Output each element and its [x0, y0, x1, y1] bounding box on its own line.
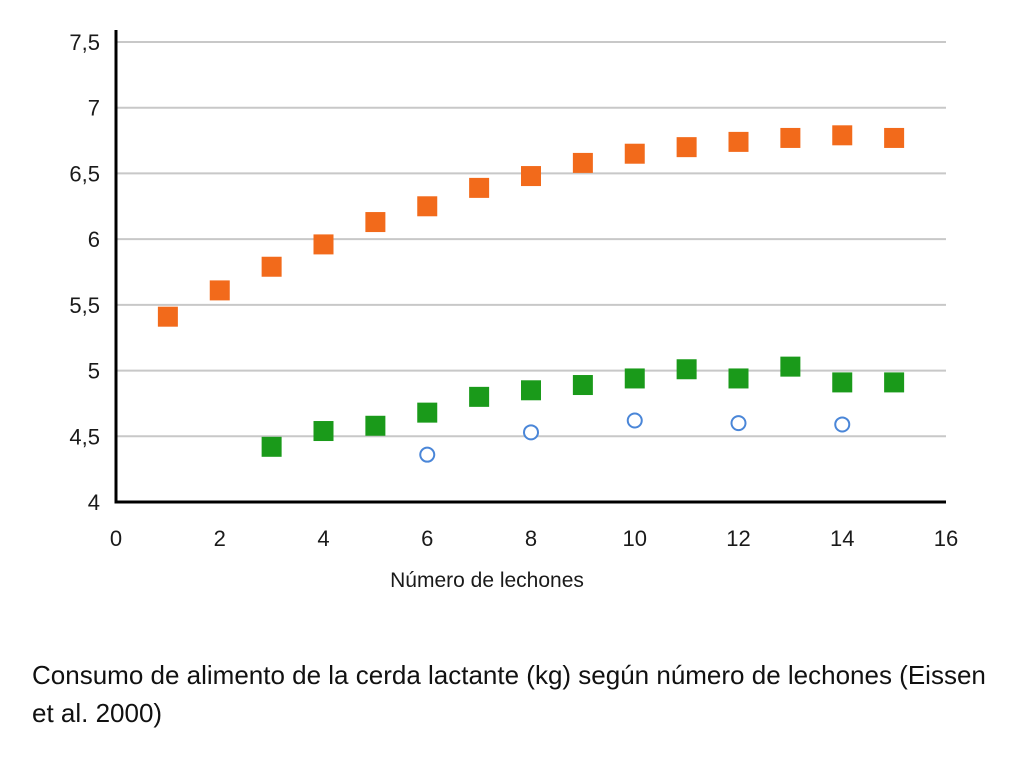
- series-1-point: [157, 306, 178, 327]
- series-2-point: [780, 356, 801, 377]
- y-tick-label: 6: [88, 227, 100, 252]
- y-tick-label: 5,5: [69, 293, 100, 318]
- x-tick-label: 8: [525, 526, 537, 551]
- x-tick-label: 6: [421, 526, 433, 551]
- series-1-point: [313, 234, 334, 255]
- series-1-point: [832, 125, 853, 146]
- series-1-point: [728, 131, 749, 152]
- series-3-point: [523, 424, 539, 441]
- series-2-point: [624, 368, 645, 389]
- series-2-point: [469, 386, 490, 407]
- y-tick-labels: 4 4,5 5 5,5 6 6,5 7 7,5: [69, 30, 100, 515]
- series-2-point: [884, 372, 905, 393]
- x-tick-label: 12: [726, 526, 750, 551]
- series-1-point: [469, 177, 490, 198]
- series-1-point: [209, 280, 230, 301]
- series-2-point: [313, 421, 334, 442]
- series-2-point: [365, 415, 386, 436]
- series-2-point: [832, 372, 853, 393]
- grid-lines: [116, 41, 946, 438]
- series-1-point: [365, 212, 386, 233]
- y-tick-label: 7,5: [69, 30, 100, 55]
- series-1-point: [884, 127, 905, 148]
- y-tick-label: 4: [88, 490, 100, 515]
- x-tick-label: 2: [214, 526, 226, 551]
- y-tick-label: 7: [88, 96, 100, 121]
- scatter-chart: 4 4,5 5 5,5 6 6,5 7 7,5 0 2 4 6 8 10 12 14 16 Número de…: [69, 30, 958, 592]
- series-1-point: [417, 196, 438, 217]
- x-tick-label: 10: [623, 526, 647, 551]
- y-tick-label: 6,5: [69, 161, 100, 186]
- y-tick-label: 5: [88, 359, 100, 384]
- series-1-point: [521, 166, 541, 187]
- data-points: [157, 125, 905, 463]
- series-2-point: [572, 375, 593, 396]
- series-2-point: [728, 368, 749, 389]
- series-1-point: [624, 143, 645, 164]
- series-1-point: [572, 152, 593, 173]
- y-tick-label: 4,5: [69, 424, 100, 449]
- series-2-point: [261, 436, 282, 457]
- axes: [114, 30, 946, 504]
- series-3-point: [626, 412, 643, 429]
- x-tick-label: 14: [830, 526, 854, 551]
- x-tick-label: 4: [317, 526, 329, 551]
- series-1-point: [261, 256, 282, 277]
- series-1-point: [676, 137, 697, 158]
- series-3-point: [419, 446, 436, 463]
- x-tick-labels: 0 2 4 6 8 10 12 14 16: [110, 526, 958, 551]
- chart-caption: Consumo de alimento de la cerda lactante…: [32, 660, 986, 728]
- x-tick-label: 0: [110, 526, 122, 551]
- x-axis-label: Número de lechones: [390, 569, 584, 592]
- series-3-point: [834, 416, 851, 433]
- series-2-point: [417, 402, 438, 423]
- series-1-point: [780, 127, 801, 148]
- series-2-point: [521, 380, 541, 401]
- series-2-point: [676, 359, 697, 380]
- series-3-point: [730, 415, 747, 432]
- x-tick-label: 16: [934, 526, 958, 551]
